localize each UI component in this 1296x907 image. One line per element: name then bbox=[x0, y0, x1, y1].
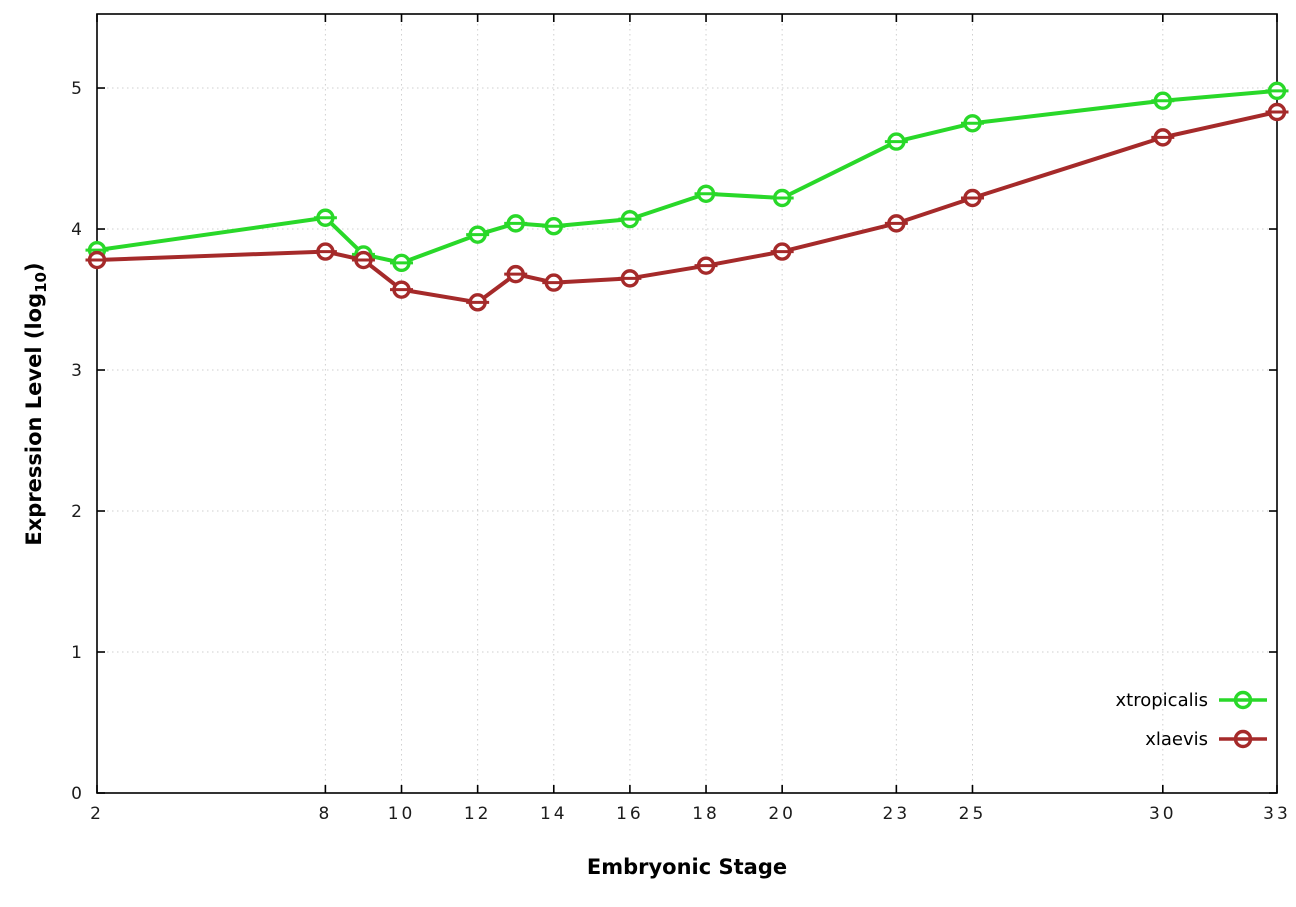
y-tick-label: 5 bbox=[71, 79, 85, 99]
y-tick-label: 4 bbox=[71, 220, 85, 240]
y-tick-label: 2 bbox=[71, 502, 85, 522]
y-axis-label-prefix: Expression Level (log bbox=[21, 292, 46, 546]
x-axis-label: Embryonic Stage bbox=[586, 855, 788, 879]
x-tick-label: 12 bbox=[464, 804, 492, 824]
x-tick-label: 25 bbox=[959, 804, 987, 824]
y-axis-label: Expression Level (log10) bbox=[22, 262, 50, 545]
x-tick-label: 8 bbox=[318, 804, 332, 824]
x-tick-label: 20 bbox=[768, 804, 796, 824]
y-tick-label: 3 bbox=[71, 361, 85, 381]
y-tick-label: 0 bbox=[71, 784, 85, 804]
y-axis-label-subscript: 10 bbox=[32, 272, 51, 293]
x-tick-label: 30 bbox=[1149, 804, 1177, 824]
x-tick-label: 18 bbox=[692, 804, 720, 824]
x-tick-label: 33 bbox=[1263, 804, 1291, 824]
series-line-xlaevis bbox=[95, 109, 1279, 305]
legend-label-xlaevis: xlaevis bbox=[1145, 729, 1208, 750]
x-tick-label: 23 bbox=[883, 804, 911, 824]
series-line-xtropicalis bbox=[95, 88, 1279, 265]
x-tick-label: 2 bbox=[90, 804, 104, 824]
x-tick-label: 16 bbox=[616, 804, 644, 824]
x-tick-label: 10 bbox=[388, 804, 416, 824]
x-tick-label: 14 bbox=[540, 804, 568, 824]
y-axis-label-suffix: ) bbox=[21, 262, 46, 272]
y-tick-label: 1 bbox=[71, 643, 85, 663]
legend-label-xtropicalis: xtropicalis bbox=[1116, 690, 1208, 711]
plot-border bbox=[96, 13, 1278, 794]
